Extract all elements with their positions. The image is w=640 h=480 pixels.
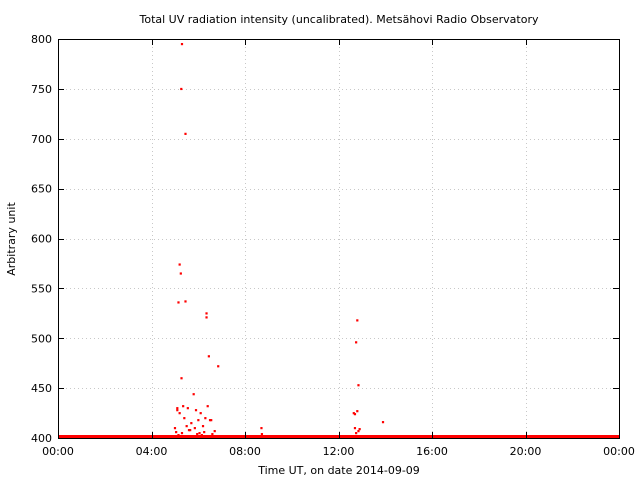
data-point [352,412,355,415]
grid-lines [58,39,619,438]
data-point [176,407,179,410]
data-point [173,427,177,430]
data-point [196,433,199,436]
data-point [190,422,193,425]
data-points [173,42,385,438]
x-tick-label: 00:00 [603,445,635,458]
y-tick-label: 550 [31,282,52,295]
data-point [176,409,179,412]
data-point [353,413,357,416]
x-tick-label: 16:00 [416,445,448,458]
x-tick-label: 04:00 [136,445,168,458]
data-point [207,435,210,438]
data-point [194,409,198,412]
data-point [185,425,188,428]
data-point [208,419,212,422]
x-tick-labels: 00:00 04:00 08:00 12:00 16:00 20:00 00:00 [42,445,635,458]
data-point [193,427,196,430]
data-point [260,433,264,436]
y-tick-label: 500 [31,332,52,345]
data-point [203,431,206,434]
data-point [178,412,181,415]
data-point [182,405,185,408]
data-point [217,365,220,368]
data-point [205,316,208,319]
x-tick-label: 12:00 [323,445,355,458]
y-tick-label: 700 [31,133,52,146]
data-point [192,393,195,396]
y-tick-labels: 400 450 500 550 600 650 700 750 800 [31,33,52,445]
data-point [175,431,178,434]
x-tick-label: 20:00 [510,445,542,458]
data-point [358,428,361,431]
x-tick-label: 08:00 [229,445,261,458]
data-point [381,421,385,424]
y-axis-label: Arbitrary unit [5,202,18,276]
y-tick-label: 400 [31,432,52,445]
y-tick-label: 600 [31,233,52,246]
data-point [178,263,181,266]
chart-title: Total UV radiation intensity (uncalibrat… [139,13,539,26]
data-point [211,433,214,436]
data-point [200,434,203,437]
data-point [183,417,186,420]
data-point [213,430,216,433]
data-point [201,425,205,428]
data-point [260,427,263,430]
data-point [191,435,194,438]
y-tick-label: 800 [31,33,52,46]
data-point [187,429,191,432]
data-point [177,434,180,437]
axis-ticks [58,39,620,439]
data-point [180,432,184,435]
data-point [207,355,210,358]
data-point [356,319,359,322]
y-tick-label: 450 [31,382,52,395]
data-point [357,430,360,433]
y-tick-label: 650 [31,183,52,196]
data-point [204,417,207,420]
data-point [210,419,213,422]
data-point [206,405,209,408]
data-point [184,132,187,135]
data-point [355,432,358,435]
data-point [180,87,183,91]
data-point [198,432,201,435]
data-point [180,42,184,46]
data-point [357,384,360,387]
data-point [355,341,358,344]
data-point [199,412,202,415]
baseline-series [58,435,619,439]
data-point [189,429,192,432]
data-point [179,272,182,275]
data-point [197,419,200,422]
baseline-band [58,435,619,439]
x-tick-label: 00:00 [42,445,74,458]
data-point [184,300,187,303]
x-axis-label: Time UT, on date 2014-09-09 [257,464,420,477]
data-point [353,427,357,430]
data-point [356,410,359,413]
y-tick-label: 750 [31,83,52,96]
data-point [186,407,189,410]
data-point [180,377,183,380]
data-point [177,301,180,304]
data-point [205,312,208,315]
